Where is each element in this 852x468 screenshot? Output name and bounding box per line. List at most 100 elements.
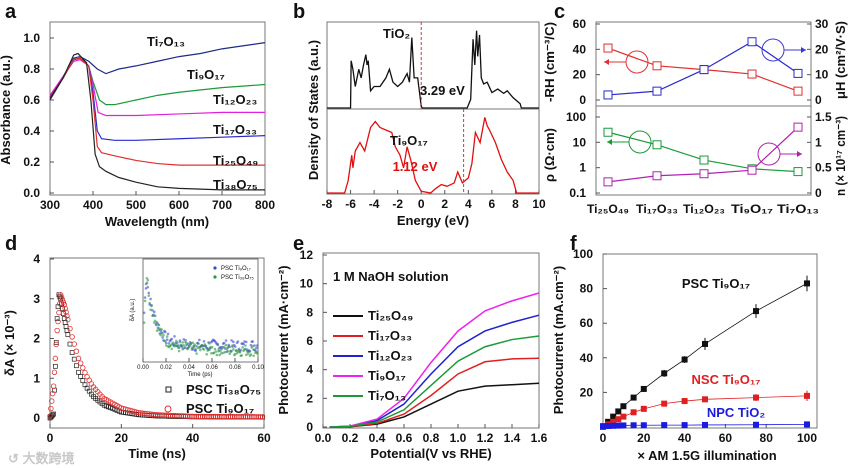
square-marker: [652, 61, 662, 71]
panel-f-x-tick-label: 20: [637, 431, 651, 445]
photocurrent-line: [329, 382, 540, 428]
arrowhead-icon: [607, 139, 612, 145]
panel-e-x-tick-label: 0.4: [369, 431, 386, 445]
circle-marker: [64, 313, 70, 319]
dos-series-label: Ti₉O₁₇: [390, 133, 428, 148]
inset-data-point: [232, 340, 235, 344]
inset-data-point: [249, 353, 253, 356]
square-marker: [753, 308, 759, 315]
photocurrent-line: [602, 283, 808, 428]
circle-marker: [65, 316, 71, 323]
square-marker: [50, 412, 56, 418]
inset-data-point: [200, 344, 204, 347]
circle-marker: [259, 414, 266, 420]
square-marker: [640, 405, 647, 412]
mobility-axis-tick-label: 20: [815, 42, 829, 56]
panel-a-x-tick-label: 600: [169, 198, 189, 212]
panel-f-y-tick-label: 40: [580, 351, 594, 365]
inset-data-point: [210, 351, 213, 355]
panel-e-y-tick-label: 10: [300, 277, 314, 291]
absorbance-line: [49, 57, 265, 166]
hall-coefficient-axis-tick-label: 40: [573, 42, 587, 56]
category-label: Ti₁₇O₃₃: [636, 202, 678, 216]
absorbance-line: [49, 52, 265, 191]
axis-indicator-circle-icon: [761, 38, 785, 62]
circle-marker: [67, 325, 73, 332]
square-marker: [615, 422, 622, 429]
panel-a-x-tick-label: 800: [255, 198, 275, 212]
inset-data-point: [183, 346, 186, 350]
square-marker: [681, 422, 688, 429]
inset-data-point: [230, 349, 233, 353]
square-marker: [76, 369, 81, 375]
panel-d-y-tick-label: 1: [33, 371, 40, 385]
legend-circle-marker: [164, 405, 172, 413]
inset-data-point: [166, 332, 170, 336]
inset-x-tick-label: 0.08: [229, 365, 241, 371]
panel-e-x-tick-label: 1.2: [477, 431, 494, 445]
square-marker: [605, 422, 612, 429]
inset-data-point: [233, 345, 237, 348]
panel-b-x-tick-label: 0: [418, 197, 425, 211]
inset-data-point: [164, 339, 167, 343]
inset-data-point: [170, 337, 174, 341]
band-gap-label: 1.12 eV: [393, 159, 438, 174]
inset-data-point: [146, 285, 150, 289]
panel-d-x-tick-label: 20: [115, 431, 129, 445]
inset-data-point: [236, 340, 240, 343]
photocurrent-line: [329, 314, 540, 428]
inset-data-point: [146, 278, 150, 282]
inset-data-point: [207, 348, 210, 351]
panel-d-x-tick-label: 60: [257, 431, 271, 445]
inset-data-point: [187, 346, 190, 350]
square-marker: [630, 409, 637, 416]
panel-b-x-tick-label: 8: [512, 197, 519, 211]
inset-data-point: [159, 333, 163, 337]
inset-data-point: [241, 346, 244, 349]
circle-marker: [63, 309, 69, 315]
square-marker: [702, 396, 708, 403]
resistivity-axis-label: ρ (Ω·cm): [542, 128, 557, 182]
inset-data-point: [252, 354, 255, 358]
panel-b-x-tick-label: 2: [441, 197, 448, 211]
photocurrent-line: [329, 292, 540, 428]
inset-data-point: [224, 339, 228, 342]
inset-data-point: [144, 287, 148, 290]
square-marker: [610, 422, 617, 429]
circle-marker: [73, 348, 80, 354]
circle-marker: [58, 294, 65, 300]
panel-b-x-tick-label: -8: [322, 197, 333, 211]
arrowhead-icon: [604, 59, 609, 65]
photocurrent-line: [329, 357, 540, 428]
square-marker: [652, 171, 662, 181]
circle-marker: [49, 390, 56, 397]
legend-label: Ti₂₅O₄₉: [368, 308, 413, 323]
inset-data-point: [149, 308, 152, 312]
square-marker: [603, 90, 613, 100]
panel-f-y-tick-label: 20: [580, 385, 594, 399]
mobility-axis-tick-label: 30: [815, 17, 829, 31]
inset-data-point: [179, 343, 183, 347]
circle-marker: [55, 318, 61, 325]
mobility-axis-tick-label: 10: [815, 68, 829, 82]
circle-marker: [257, 414, 264, 420]
inset-data-point: [226, 349, 230, 353]
panel-f-x-tick-label: 0: [600, 431, 607, 445]
inset-legend-marker: [213, 266, 217, 270]
inset-data-point: [161, 331, 164, 335]
inset-data-point: [239, 348, 243, 352]
dos-series-label: TiO₂: [383, 26, 410, 41]
inset-data-point: [198, 338, 201, 342]
dos-line: [327, 117, 539, 194]
series-label: NSC Ti₉O₁₇: [692, 372, 761, 387]
circle-marker: [60, 299, 67, 305]
panel-a-y-tick-label: 0.8: [23, 62, 40, 76]
inset-data-point: [210, 345, 214, 349]
inset-data-point: [176, 346, 180, 349]
inset-data-point: [247, 350, 251, 353]
inset-data-point: [165, 335, 169, 338]
y-axis-label: Absorbance (a.u.): [0, 55, 13, 165]
legend-label: Ti₇O₁₃: [368, 388, 406, 403]
dos-panel-frame: [326, 108, 540, 195]
square-marker: [793, 86, 803, 96]
